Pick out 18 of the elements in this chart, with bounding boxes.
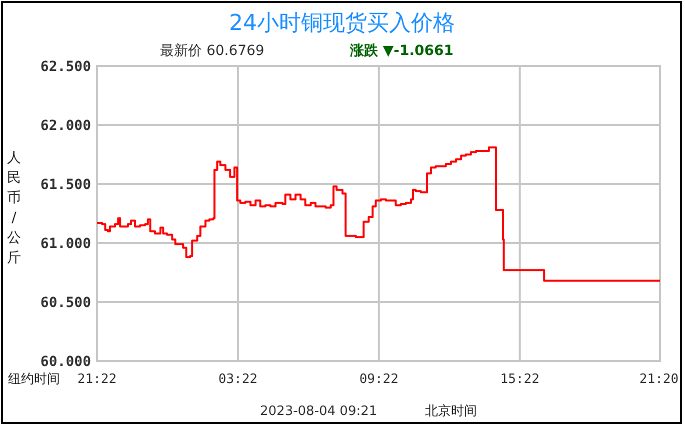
- x-tick-label: 03:22: [218, 372, 258, 387]
- text: 涨跌 ▼-1.0661: [349, 43, 454, 59]
- text: 北京时间: [425, 404, 477, 419]
- y-tick-label: 61.000: [40, 236, 91, 252]
- chart-title: 24小时铜现货买入价格: [229, 11, 455, 36]
- text: 2023-08-04 09:21: [260, 404, 378, 419]
- y-tick-label: 62.500: [40, 59, 91, 75]
- y-axis-title: 人民币/公斤: [7, 150, 21, 266]
- y-tick-label: 62.000: [40, 118, 91, 134]
- x-tick-label: 09:22: [359, 372, 398, 387]
- y-tick-label: 60.500: [40, 295, 91, 311]
- y-tick-label: 60.000: [40, 354, 91, 370]
- text: 纽约时间: [8, 372, 60, 387]
- x-tick-label: 21:20: [639, 372, 679, 387]
- y-tick-label: 61.500: [40, 177, 91, 193]
- x-tick-label: 15:22: [500, 372, 540, 387]
- chart-subtitle: 最新价 60.6769: [160, 43, 264, 59]
- x-tick-label: 21:22: [77, 372, 117, 387]
